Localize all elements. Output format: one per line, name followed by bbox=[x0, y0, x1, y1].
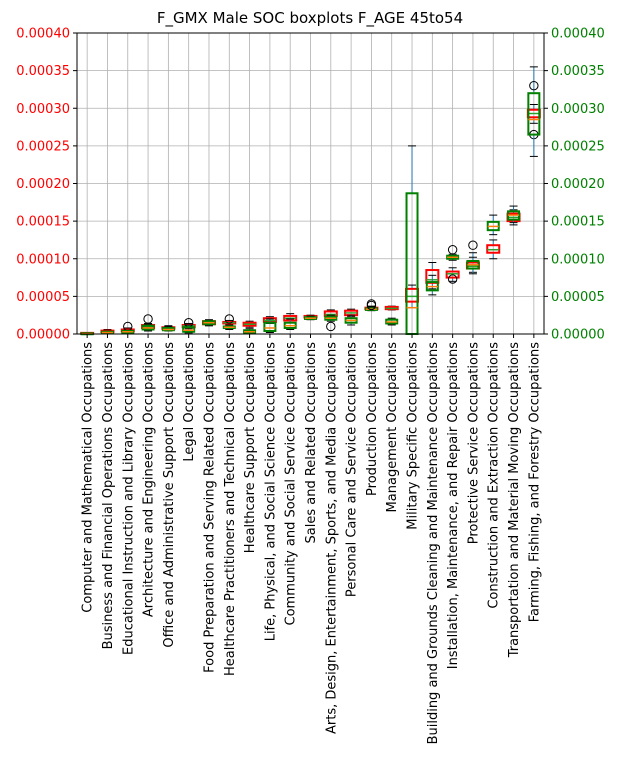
box-green bbox=[324, 314, 338, 332]
x-tick-label: Production Occupations bbox=[365, 342, 380, 496]
right-tick-label: 0.00020 bbox=[551, 177, 605, 192]
x-tick-label: Construction and Extraction Occupations bbox=[487, 342, 502, 609]
right-tick-label: 0.00010 bbox=[551, 252, 605, 267]
outlier-point bbox=[326, 321, 336, 332]
left-tick-label: 0.00005 bbox=[16, 290, 70, 305]
right-tick-label: 0.00005 bbox=[551, 290, 605, 305]
boxplot-marks bbox=[80, 66, 541, 336]
box-green bbox=[304, 315, 317, 321]
x-tick-label: Farming, Fishing, and Forestry Occupatio… bbox=[527, 342, 542, 622]
box-green bbox=[100, 330, 114, 335]
box-green bbox=[446, 253, 460, 261]
x-tick-label: Management Occupations bbox=[385, 342, 400, 513]
x-tick-label: Life, Physical, and Social Science Occup… bbox=[263, 342, 278, 642]
left-tick-label: 0.00000 bbox=[16, 328, 70, 343]
x-tick-label: Installation, Maintenance, and Repair Oc… bbox=[446, 342, 461, 669]
box-red bbox=[405, 284, 420, 309]
box-green bbox=[364, 300, 378, 312]
outlier-point bbox=[366, 300, 377, 311]
box-green bbox=[466, 256, 480, 275]
x-axis-categories: Computer and Mathematical Occupations Bus… bbox=[81, 334, 542, 745]
x-tick-label: Community and Social Service Occupations bbox=[284, 342, 299, 626]
box-green bbox=[283, 318, 297, 330]
chart-title: F_GMX Male SOC boxplots F_AGE 45to54 bbox=[157, 9, 463, 28]
left-tick-label: 0.00010 bbox=[16, 252, 70, 267]
box-green bbox=[243, 328, 257, 335]
box-green bbox=[121, 329, 135, 334]
right-y-axis: 0.00000 0.00005 0.00010 0.00015 0.00020 0.000… bbox=[544, 27, 605, 343]
x-tick-label: Transportation and Material Moving Occup… bbox=[507, 342, 522, 659]
left-tick-label: 0.00015 bbox=[16, 215, 70, 230]
outlier-point bbox=[468, 240, 478, 250]
x-tick-label: Personal Care and Service Occupations bbox=[345, 342, 360, 597]
right-tick-label: 0.00000 bbox=[551, 328, 605, 343]
x-tick-label: Food Preparation and Serving Related Occ… bbox=[202, 342, 217, 673]
box-green bbox=[263, 318, 277, 333]
x-tick-label: Healthcare Support Occupations bbox=[243, 342, 258, 553]
right-tick-label: 0.00030 bbox=[551, 102, 605, 117]
box-red bbox=[222, 314, 237, 325]
box-green bbox=[527, 66, 541, 157]
box-green bbox=[202, 319, 216, 327]
box-red bbox=[384, 305, 399, 311]
gridlines bbox=[77, 32, 544, 335]
box-green bbox=[385, 317, 399, 326]
x-tick-label: Building and Grounds Cleaning and Mainte… bbox=[426, 342, 441, 745]
box-green bbox=[161, 325, 175, 332]
outlier-point bbox=[143, 314, 153, 324]
left-tick-label: 0.00035 bbox=[16, 64, 70, 79]
box-green bbox=[425, 274, 439, 296]
x-tick-label: Business and Financial Operations Occupa… bbox=[101, 342, 116, 650]
box-green bbox=[222, 324, 236, 330]
x-tick-label: Office and Administrative Support Occupa… bbox=[162, 342, 177, 648]
outlier-point bbox=[224, 314, 234, 324]
left-tick-label: 0.00020 bbox=[16, 177, 70, 192]
box-body bbox=[486, 244, 501, 254]
x-tick-label: Architecture and Engineering Occupations bbox=[142, 342, 157, 617]
box-green bbox=[486, 214, 500, 236]
x-tick-label: Healthcare Practitioners and Technical O… bbox=[223, 342, 238, 676]
outlier-point bbox=[529, 80, 539, 91]
right-tick-label: 0.00015 bbox=[551, 215, 605, 230]
right-tick-label: 0.00040 bbox=[551, 27, 605, 42]
left-y-axis: 0.00000 0.00005 0.00010 0.00015 0.00020 0.000… bbox=[16, 27, 77, 343]
x-tick-label: Military Specific Occupations bbox=[406, 342, 421, 530]
x-tick-label: Educational Instruction and Library Occu… bbox=[121, 342, 136, 655]
box-green bbox=[141, 323, 155, 332]
left-tick-label: 0.00030 bbox=[16, 102, 70, 117]
x-tick-label: Computer and Mathematical Occupations bbox=[81, 342, 96, 613]
right-tick-label: 0.00035 bbox=[551, 64, 605, 79]
box-body bbox=[527, 92, 541, 136]
x-tick-label: Protective Service Occupations bbox=[466, 342, 481, 544]
box-body bbox=[263, 321, 277, 332]
outlier-point bbox=[447, 274, 458, 284]
x-tick-label: Legal Occupations bbox=[182, 342, 197, 462]
left-tick-label: 0.00025 bbox=[16, 139, 70, 154]
box-green bbox=[507, 205, 521, 224]
left-tick-label: 0.00040 bbox=[16, 27, 70, 42]
box-body bbox=[182, 326, 196, 333]
right-tick-label: 0.00025 bbox=[551, 139, 605, 154]
x-tick-label: Arts, Design, Entertainment, Sports, and… bbox=[324, 342, 339, 734]
box-green bbox=[344, 314, 358, 326]
box-body bbox=[445, 270, 460, 279]
box-green bbox=[182, 324, 196, 334]
box-red bbox=[242, 320, 257, 328]
x-tick-label: Sales and Related Occupations bbox=[304, 342, 319, 544]
box-red bbox=[486, 239, 501, 260]
